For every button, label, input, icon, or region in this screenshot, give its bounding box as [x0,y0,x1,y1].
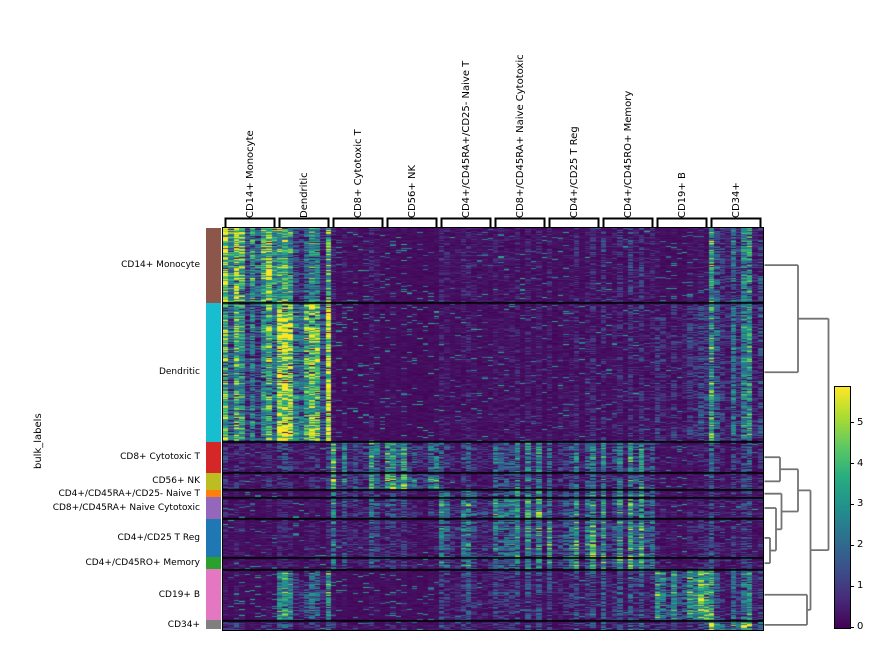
group-color-band-segment [206,472,221,490]
row-group-label: CD4+/CD45RO+ Memory [85,558,200,569]
group-color-band-segment [206,302,221,442]
row-group-label: CD8+ Cytotoxic T [120,452,200,463]
colorbar-tick-label: 2 [857,539,864,551]
dendrogram [764,264,830,626]
row-group-label: CD4+/CD25 T Reg [117,532,201,543]
column-group-bracket [656,217,708,227]
group-color-band-segment [206,620,221,630]
colorbar-tick-label: 1 [857,580,864,592]
column-group-brackets [224,217,762,227]
colorbar-tick-mark [850,544,854,546]
column-group-bracket [224,217,276,227]
column-group-bracket [278,217,330,227]
group-color-band-segment [206,489,221,498]
group-color-band-segment [206,569,221,621]
column-group-bracket [710,217,762,227]
colorbar-tick-mark [850,422,854,424]
colorbar-tick-mark [850,626,854,628]
colorbar-tick-mark [850,585,854,587]
group-color-band-segment [206,227,221,303]
column-group-bracket [386,217,438,227]
colorbar [834,386,851,629]
column-group-bracket [332,217,384,227]
group-color-band-segment [206,557,221,570]
row-group-label: Dendritic [158,367,200,378]
column-group-bracket [548,217,600,227]
column-group-bracket [494,217,546,227]
colorbar-tick-label: 0 [857,621,864,632]
group-color-band-segment [206,441,221,473]
group-color-band-segment [206,497,221,519]
colorbar-tick-mark [850,463,854,465]
heatmap-canvas [222,227,764,631]
colorbar-tick-mark [850,503,854,505]
colorbar-tick-label: 4 [857,457,864,469]
row-group-label: CD56+ NK [152,476,200,487]
row-group-label: CD8+/CD45RA+ Naive Cytotoxic [52,503,200,514]
row-group-label: CD19+ B [158,589,200,600]
colorbar-tick-label: 3 [857,498,864,510]
column-group-bracket [602,217,654,227]
group-color-band-segment [206,518,221,558]
row-group-label: CD34+ [167,619,200,630]
row-group-label: CD14+ Monocyte [121,260,200,271]
colorbar-tick-label: 5 [857,416,864,428]
column-group-bracket [440,217,492,227]
row-group-label: CD4+/CD45RA+/CD25- Naive T [58,488,200,499]
